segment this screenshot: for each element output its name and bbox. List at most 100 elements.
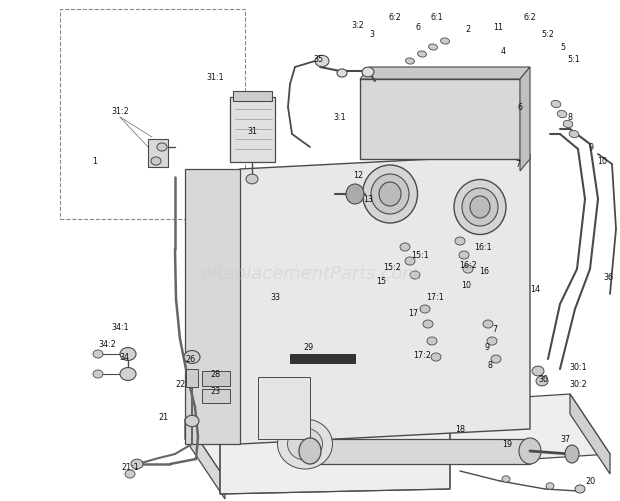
Text: 29: 29 [303,343,313,352]
Polygon shape [258,377,310,439]
Circle shape [410,272,420,280]
Ellipse shape [418,52,427,58]
Text: 9: 9 [484,343,490,352]
Text: 14: 14 [530,285,540,294]
Circle shape [536,376,548,386]
Text: 1: 1 [92,157,97,166]
Circle shape [157,144,167,152]
Ellipse shape [462,188,498,226]
Text: 30:1: 30:1 [569,363,587,372]
Text: 30:2: 30:2 [569,380,587,389]
Polygon shape [360,68,530,80]
Circle shape [483,320,493,328]
Text: 23: 23 [210,387,220,396]
Polygon shape [185,394,610,479]
Ellipse shape [299,438,321,464]
Polygon shape [220,414,450,494]
Text: 11: 11 [493,24,503,33]
Ellipse shape [278,419,332,469]
Text: 3:2: 3:2 [352,21,365,30]
Text: 34:2: 34:2 [98,340,116,349]
Text: 4: 4 [500,48,505,57]
Text: 26: 26 [185,355,195,364]
Circle shape [575,485,585,493]
Polygon shape [310,439,530,464]
Text: 15: 15 [376,277,386,286]
Ellipse shape [569,131,579,138]
Bar [202,371,230,386]
Circle shape [93,350,103,358]
Ellipse shape [519,438,541,464]
Circle shape [246,175,258,184]
Circle shape [120,368,136,381]
Polygon shape [240,155,530,444]
Circle shape [491,355,501,363]
Circle shape [120,348,136,361]
Text: 17:2: 17:2 [413,350,431,359]
Ellipse shape [441,39,450,45]
Circle shape [151,158,161,166]
Polygon shape [570,394,610,474]
Text: 30: 30 [538,375,548,384]
Text: 3: 3 [370,31,374,40]
Text: 31:1: 31:1 [206,73,224,82]
Ellipse shape [563,121,573,128]
Text: 34:1: 34:1 [111,323,129,332]
Ellipse shape [363,166,417,223]
Text: 5: 5 [560,44,565,53]
Circle shape [427,337,437,345]
Ellipse shape [346,185,364,204]
Polygon shape [360,80,520,160]
Text: 5:2: 5:2 [541,31,554,40]
Text: 31: 31 [247,127,257,136]
Text: 35: 35 [313,56,323,64]
Circle shape [337,70,347,78]
Bar [233,92,272,102]
Bar [202,389,230,403]
Circle shape [315,56,329,68]
Circle shape [502,476,510,482]
Bar [186,369,198,387]
Bar [230,98,275,163]
Circle shape [546,483,554,489]
Ellipse shape [428,45,438,51]
Bar [60,10,245,219]
Circle shape [420,305,430,314]
Text: 20: 20 [585,476,595,485]
Text: 15:1: 15:1 [411,250,429,259]
Text: 36: 36 [603,273,613,282]
Text: 28: 28 [210,370,220,379]
Text: 6: 6 [415,24,420,33]
Text: 17:1: 17:1 [426,293,444,302]
Ellipse shape [405,59,414,65]
Text: 8: 8 [567,113,572,122]
Text: 22: 22 [176,380,186,389]
Ellipse shape [565,445,579,463]
Bar [148,140,168,168]
Text: 15:2: 15:2 [383,263,401,272]
Text: 16:2: 16:2 [459,260,477,269]
Circle shape [463,266,473,274]
Ellipse shape [557,111,567,118]
Text: 6:2: 6:2 [389,14,401,23]
Polygon shape [520,68,530,172]
Circle shape [185,415,199,427]
Text: 21:1: 21:1 [121,462,139,471]
Text: 16: 16 [479,267,489,276]
Circle shape [459,252,469,260]
Circle shape [405,258,415,266]
Ellipse shape [470,196,490,218]
Ellipse shape [551,101,561,108]
Ellipse shape [454,180,506,235]
Ellipse shape [371,175,409,214]
Circle shape [532,366,544,376]
Text: 10: 10 [597,157,607,166]
Circle shape [423,320,433,328]
Text: 8: 8 [487,361,492,370]
Circle shape [184,351,200,364]
Text: 10: 10 [461,281,471,290]
Ellipse shape [288,428,322,460]
Text: 37: 37 [560,435,570,443]
Text: 6: 6 [518,103,523,112]
Text: 13: 13 [363,195,373,204]
